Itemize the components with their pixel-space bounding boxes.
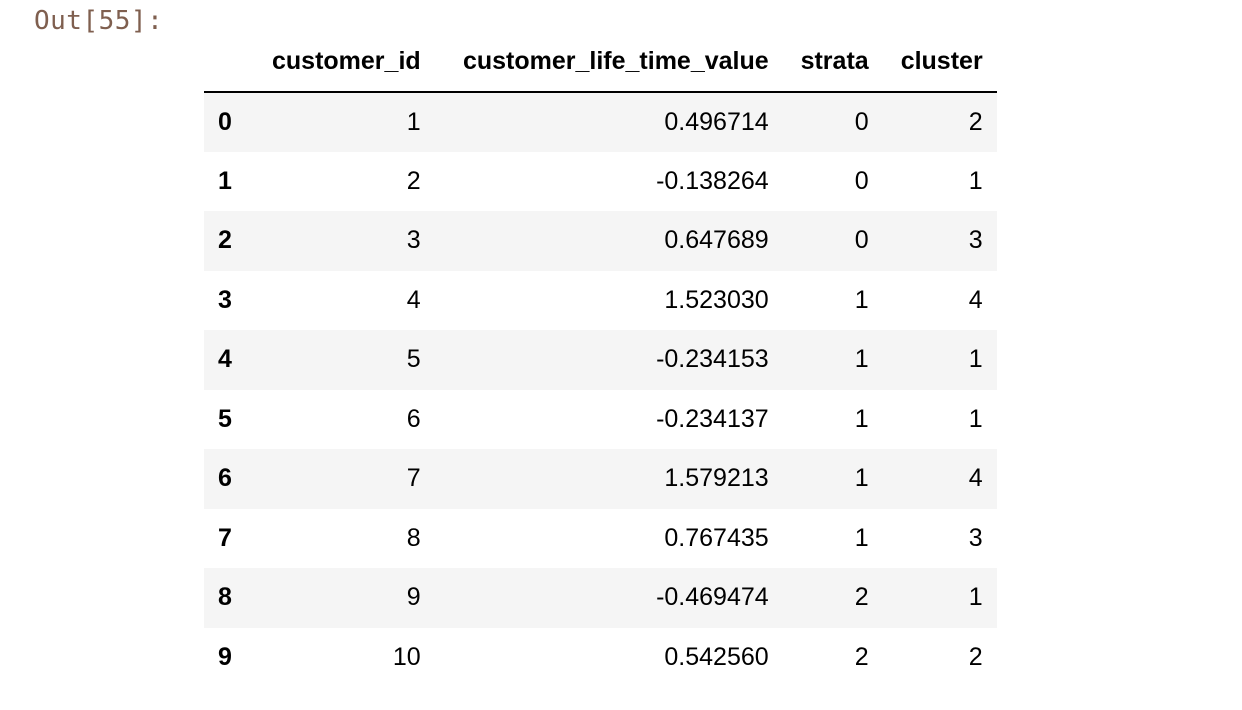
header-row: customer_id customer_life_time_value str… bbox=[204, 32, 997, 93]
strata-cell: 0 bbox=[854, 107, 869, 136]
cluster-cell: 3 bbox=[968, 226, 983, 255]
customer-life-time-value-cell: 0.767435 bbox=[664, 523, 769, 552]
row-index: 2 bbox=[218, 226, 232, 255]
strata-cell: 1 bbox=[854, 404, 869, 433]
customer-life-time-value-cell: -0.234153 bbox=[656, 345, 769, 374]
row-index: 7 bbox=[218, 523, 232, 552]
index-header bbox=[204, 32, 258, 93]
output-prompt: Out[55]: bbox=[34, 6, 164, 36]
cluster-cell: 3 bbox=[968, 523, 983, 552]
strata-cell: 1 bbox=[854, 285, 869, 314]
column-header-customer-life-time-value: customer_life_time_value bbox=[434, 32, 783, 93]
cluster-cell: 4 bbox=[968, 285, 983, 314]
row-index: 6 bbox=[218, 464, 232, 493]
table-row: 6 7 1.579213 1 4 bbox=[204, 449, 997, 509]
row-index: 4 bbox=[218, 345, 232, 374]
customer-id-cell: 10 bbox=[392, 642, 421, 671]
table-row: 0 1 0.496714 0 2 bbox=[204, 92, 997, 152]
table-row: 5 6 -0.234137 1 1 bbox=[204, 390, 997, 450]
column-header-customer-id: customer_id bbox=[258, 32, 435, 93]
customer-life-time-value-cell: -0.138264 bbox=[656, 166, 769, 195]
strata-cell: 1 bbox=[854, 345, 869, 374]
strata-cell: 0 bbox=[854, 226, 869, 255]
customer-id-cell: 4 bbox=[406, 285, 421, 314]
table-row: 8 9 -0.469474 2 1 bbox=[204, 568, 997, 628]
cluster-cell: 2 bbox=[968, 107, 983, 136]
table-row: 2 3 0.647689 0 3 bbox=[204, 211, 997, 271]
customer-id-cell: 6 bbox=[406, 404, 421, 433]
row-index: 8 bbox=[218, 583, 232, 612]
row-index: 9 bbox=[218, 642, 232, 671]
column-header-strata: strata bbox=[782, 32, 883, 93]
customer-life-time-value-cell: -0.234137 bbox=[656, 404, 769, 433]
row-index: 5 bbox=[218, 404, 232, 433]
strata-cell: 1 bbox=[854, 523, 869, 552]
strata-cell: 0 bbox=[854, 166, 869, 195]
customer-life-time-value-cell: 0.496714 bbox=[664, 107, 769, 136]
customer-id-cell: 3 bbox=[406, 226, 421, 255]
row-index: 3 bbox=[218, 285, 232, 314]
strata-cell: 2 bbox=[854, 583, 869, 612]
cluster-cell: 1 bbox=[968, 404, 983, 433]
table-row: 4 5 -0.234153 1 1 bbox=[204, 330, 997, 390]
strata-cell: 1 bbox=[854, 464, 869, 493]
customer-id-cell: 9 bbox=[406, 583, 421, 612]
column-header-cluster: cluster bbox=[882, 32, 997, 93]
row-index: 0 bbox=[218, 107, 232, 136]
customer-life-time-value-cell: -0.469474 bbox=[656, 583, 769, 612]
dataframe-table: customer_id customer_life_time_value str… bbox=[204, 32, 997, 687]
customer-life-time-value-cell: 1.579213 bbox=[664, 464, 769, 493]
customer-life-time-value-cell: 0.647689 bbox=[664, 226, 769, 255]
table-row: 9 10 0.542560 2 2 bbox=[204, 628, 997, 688]
cluster-cell: 1 bbox=[968, 583, 983, 612]
table-row: 1 2 -0.138264 0 1 bbox=[204, 152, 997, 212]
strata-cell: 2 bbox=[854, 642, 869, 671]
row-index: 1 bbox=[218, 166, 232, 195]
table-row: 7 8 0.767435 1 3 bbox=[204, 509, 997, 569]
cluster-cell: 1 bbox=[968, 166, 983, 195]
customer-id-cell: 2 bbox=[406, 166, 421, 195]
cluster-cell: 1 bbox=[968, 345, 983, 374]
customer-id-cell: 8 bbox=[406, 523, 421, 552]
customer-life-time-value-cell: 1.523030 bbox=[664, 285, 769, 314]
cluster-cell: 2 bbox=[968, 642, 983, 671]
table-row: 3 4 1.523030 1 4 bbox=[204, 271, 997, 331]
customer-id-cell: 7 bbox=[406, 464, 421, 493]
cluster-cell: 4 bbox=[968, 464, 983, 493]
customer-id-cell: 1 bbox=[406, 107, 421, 136]
customer-life-time-value-cell: 0.542560 bbox=[664, 642, 769, 671]
customer-id-cell: 5 bbox=[406, 345, 421, 374]
